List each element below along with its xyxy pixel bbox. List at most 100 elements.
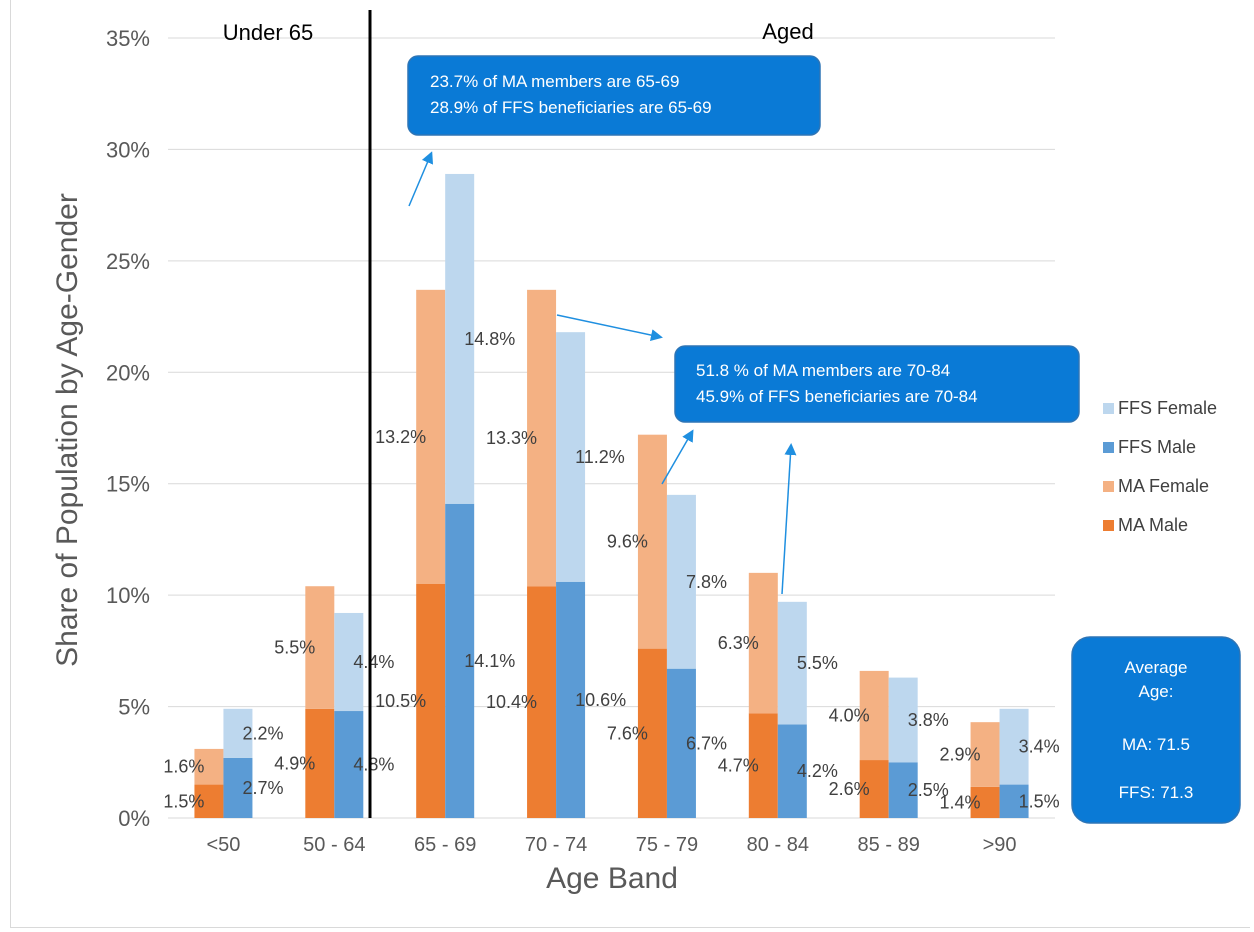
chart-frame <box>10 0 1250 928</box>
data-label-ma-female: 13.3% <box>486 428 537 448</box>
data-label-ffs-female: 11.2% <box>575 447 625 467</box>
data-label-ffs-female: 4.4% <box>353 652 394 672</box>
legend-label: FFS Female <box>1118 398 1217 418</box>
bar-ffs-female <box>334 612 364 712</box>
x-tick-label: >90 <box>983 834 1017 856</box>
callout-line: 45.9% of FFS beneficiaries are 70-84 <box>696 387 978 406</box>
bar-ffs-female <box>999 708 1029 785</box>
callout-65-69: 23.7% of MA members are 65-69 28.9% of F… <box>407 55 821 136</box>
region-label-under-65: Under 65 <box>223 20 314 45</box>
callout-70-84: 51.8 % of MA members are 70-84 45.9% of … <box>674 345 1080 423</box>
legend-swatch <box>1103 481 1114 492</box>
bar-ma-female <box>637 434 667 649</box>
callout-line: 51.8 % of MA members are 70-84 <box>696 361 950 380</box>
data-label-ma-male: 1.5% <box>163 791 204 811</box>
average-age-panel <box>1071 636 1241 824</box>
data-label-ffs-male: 4.2% <box>797 761 838 781</box>
data-label-ma-female: 9.6% <box>607 532 648 552</box>
x-axis-ticks: <50 50 - 64 65 - 69 70 - 74 75 - 79 80 - 84 85… <box>206 834 1016 856</box>
bar-ffs-female <box>556 332 586 582</box>
average-age-box: Average Age: MA: 71.5 FFS: 71.3 <box>1071 636 1241 824</box>
callout-box <box>407 55 821 136</box>
bar-ma-male <box>748 713 778 818</box>
legend-label: MA Female <box>1118 476 1209 496</box>
data-label-ma-male: 7.6% <box>607 723 648 743</box>
y-tick-label: 25% <box>106 249 150 274</box>
bar-ffs-female <box>888 677 918 763</box>
legend: FFS Female FFS Male MA Female MA Male <box>1103 398 1217 535</box>
data-label-ffs-male: 1.5% <box>1019 791 1060 811</box>
data-label-ma-male: 2.6% <box>829 779 870 799</box>
data-label-ffs-male: 2.5% <box>908 780 949 800</box>
bar-ma-female <box>970 722 1000 787</box>
data-label-ma-male: 4.9% <box>274 753 315 773</box>
data-label-ma-female: 13.2% <box>375 427 426 447</box>
data-label-ma-female: 5.5% <box>274 638 315 658</box>
bar-ffs-male <box>888 762 918 818</box>
data-label-ma-female: 6.3% <box>718 633 759 653</box>
bar-ma-male <box>970 786 1000 818</box>
bar-ffs-male <box>556 581 586 818</box>
bar-ffs-female <box>223 708 253 758</box>
data-label-ffs-male: 4.8% <box>353 755 394 775</box>
y-tick-label: 0% <box>118 806 150 831</box>
bar-labels: 1.5% 1.6% 2.7% 2.2% 4.9% 5.5% 4.8% 4.4% 10.5% 13.… <box>163 329 1059 813</box>
bar-ffs-male <box>666 668 696 818</box>
x-tick-label: 85 - 89 <box>858 834 920 856</box>
data-label-ffs-female: 7.8% <box>686 572 727 592</box>
data-label-ma-male: 10.4% <box>486 692 537 712</box>
data-label-ma-female: 2.9% <box>940 744 981 764</box>
x-tick-label: 50 - 64 <box>303 834 365 856</box>
data-label-ffs-male: 14.1% <box>464 651 515 671</box>
bars <box>194 173 1029 818</box>
bar-ffs-female <box>777 601 807 725</box>
x-tick-label: 75 - 79 <box>636 834 698 856</box>
bar-ma-male <box>416 584 446 818</box>
callout-arrow <box>556 314 663 341</box>
bar-ma-male <box>637 648 667 818</box>
y-tick-label: 20% <box>106 360 150 385</box>
average-age-ma: MA: 71.5 <box>1122 735 1190 754</box>
region-label-aged: Aged <box>762 19 813 44</box>
x-axis-title: Age Band <box>546 862 678 895</box>
bar-ma-male <box>859 760 889 818</box>
bar-ffs-female <box>666 494 696 669</box>
callout-box <box>674 345 1080 423</box>
bar-ffs-male <box>223 757 253 818</box>
y-tick-label: 5% <box>118 695 150 720</box>
callout-arrow <box>408 151 434 207</box>
bar-ma-male <box>527 586 557 818</box>
callout-line: 28.9% of FFS beneficiaries are 65-69 <box>430 98 712 117</box>
bar-ffs-male <box>334 711 364 818</box>
bar-ffs-female <box>445 173 475 504</box>
y-axis-ticks: 0% 5% 10% 15% 20% 25% 30% 35% <box>106 26 150 831</box>
data-label-ffs-female: 2.2% <box>242 723 283 743</box>
y-tick-label: 30% <box>106 137 150 162</box>
bar-ma-female <box>527 289 557 587</box>
average-age-ffs: FFS: 71.3 <box>1119 783 1194 802</box>
data-label-ma-female: 1.6% <box>163 757 204 777</box>
legend-label: MA Male <box>1118 515 1188 535</box>
bar-ma-female <box>416 289 446 584</box>
y-axis-title: Share of Population by Age-Gender <box>51 193 84 667</box>
data-label-ffs-female: 5.5% <box>797 653 838 673</box>
bar-ma-female <box>305 586 335 709</box>
data-label-ffs-female: 3.4% <box>1019 737 1060 757</box>
callout-arrow <box>781 443 797 595</box>
data-label-ma-male: 4.7% <box>718 756 759 776</box>
bar-ma-male <box>305 708 335 818</box>
data-label-ffs-male: 10.6% <box>575 690 626 710</box>
data-label-ffs-female: 14.8% <box>464 329 515 349</box>
bar-ffs-male <box>999 784 1029 818</box>
callout-arrow <box>661 429 694 485</box>
legend-swatch <box>1103 403 1114 414</box>
average-age-title-line1: Average <box>1124 658 1187 677</box>
x-tick-label: <50 <box>206 834 240 856</box>
data-label-ffs-male: 2.7% <box>242 778 283 798</box>
legend-swatch <box>1103 442 1114 453</box>
y-tick-label: 15% <box>106 472 150 497</box>
bar-ffs-male <box>445 503 475 818</box>
x-tick-label: 70 - 74 <box>525 834 587 856</box>
bar-ma-female <box>748 572 778 714</box>
